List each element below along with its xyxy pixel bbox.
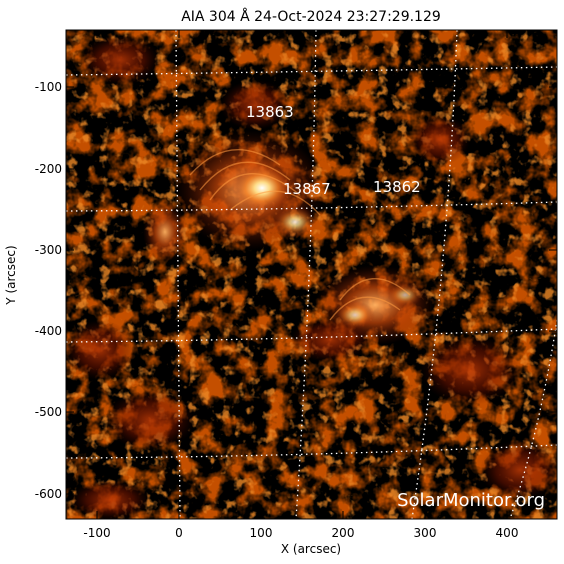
y-tick-label: -600: [35, 487, 62, 501]
x-axis-label: X (arcsec): [281, 542, 341, 556]
y-tick-label: -500: [35, 405, 62, 419]
x-tick-label: -100: [83, 526, 110, 540]
y-tick-label: -100: [35, 80, 62, 94]
x-tick-label: 400: [496, 526, 519, 540]
x-tick-label: 100: [250, 526, 273, 540]
y-tick-label: -300: [35, 243, 62, 257]
active-region-label: 13867: [283, 180, 331, 198]
x-tick-label: 0: [175, 526, 183, 540]
y-axis: [66, 86, 557, 495]
x-tick-label: 300: [414, 526, 437, 540]
plot-frame: [65, 29, 558, 520]
y-axis-label: Y (arcsec): [4, 245, 18, 305]
y-tick-label: -200: [35, 162, 62, 176]
heliographic-grid: [66, 30, 557, 519]
active-region-label: 13863: [246, 103, 294, 121]
y-tick-label: -400: [35, 324, 62, 338]
active-region-glow: [66, 35, 557, 519]
watermark: SolarMonitor.org: [397, 490, 545, 511]
active-region-label: 13862: [373, 178, 421, 196]
x-tick-label: 200: [332, 526, 355, 540]
solar-image: 13863 13867 13862 SolarMonitor.org: [66, 30, 557, 519]
x-axis: [96, 30, 508, 519]
y-tick-labels: -100 -200 -300 -400 -500 -600: [35, 80, 62, 501]
x-tick-labels: -100 0 100 200 300 400: [83, 526, 518, 540]
image-title: AIA 304 Å 24-Oct-2024 23:27:29.129: [181, 8, 441, 25]
